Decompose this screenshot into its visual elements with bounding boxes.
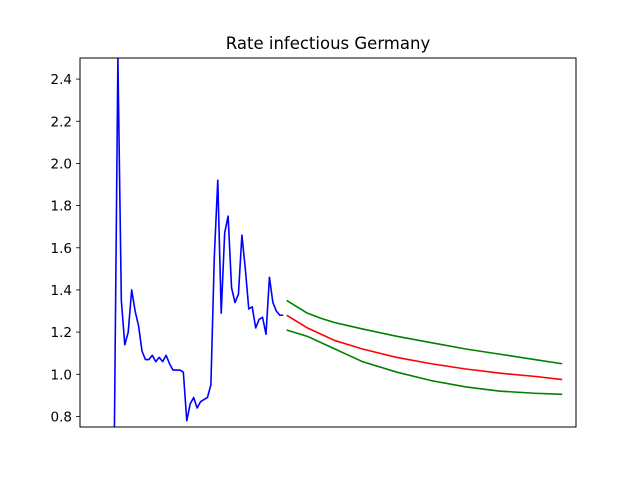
series-line-1 (286, 314, 563, 381)
y-tick-label: 1.0 (51, 367, 72, 383)
y-tick-label: 1.4 (51, 283, 72, 299)
y-tick-label: 0.8 (51, 409, 72, 425)
chart-title: Rate infectious Germany (226, 34, 431, 53)
y-tick-label: 2.0 (51, 156, 72, 172)
series-layer (113, 58, 563, 427)
series-line-0 (113, 58, 284, 427)
y-axis: 0.8 1.0 1.2 1.4 1.6 1.8 2.0 2.2 2.4 (51, 72, 80, 425)
series-line-2 (286, 299, 563, 365)
y-tick-label: 1.2 (51, 325, 72, 341)
y-tick-label: 1.8 (51, 199, 72, 215)
plot-frame (79, 57, 577, 428)
y-tick-label: 2.4 (51, 72, 72, 88)
y-tick-label: 1.6 (51, 241, 72, 257)
y-tick-label: 2.2 (51, 114, 72, 130)
series-line-3 (286, 329, 563, 396)
